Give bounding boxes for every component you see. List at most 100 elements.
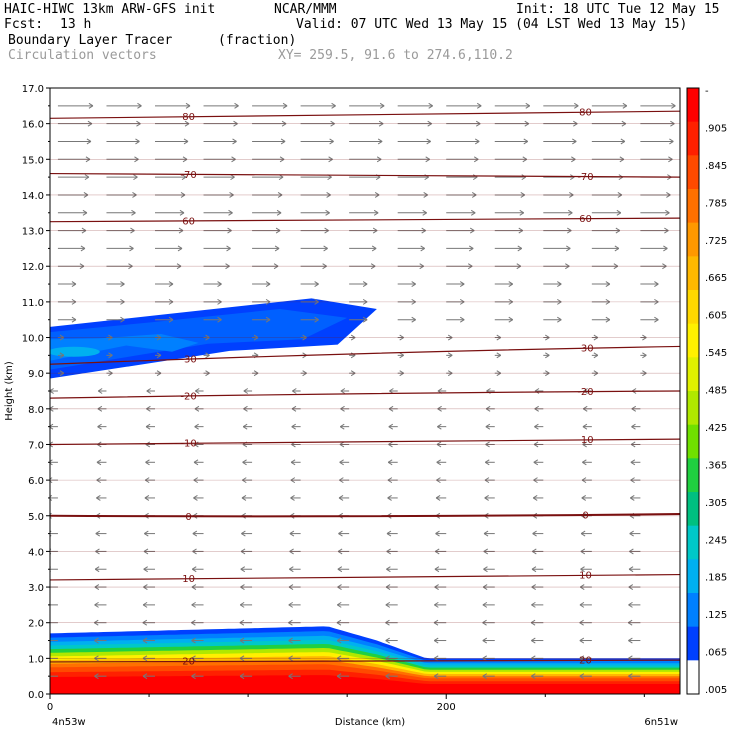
contour-label: -10	[577, 435, 593, 446]
circulation-vector	[591, 102, 628, 109]
circulation-vector	[339, 459, 350, 466]
circulation-vector	[530, 619, 544, 626]
circulation-vector	[640, 120, 675, 127]
circulation-vector	[494, 227, 524, 234]
x-start-label: 4n53w	[52, 717, 86, 728]
y-tick-label: 16.0	[22, 120, 44, 131]
circulation-vector	[446, 138, 480, 145]
circulation-vector	[543, 352, 550, 359]
circulation-vector	[144, 495, 155, 501]
circulation-vector	[591, 245, 620, 252]
circulation-vector	[57, 227, 87, 234]
circulation-vector	[57, 209, 88, 216]
circulation-vector	[289, 566, 301, 573]
colorbar-segment	[687, 155, 699, 190]
circulation-vector	[242, 477, 253, 484]
circulation-vector	[142, 673, 155, 680]
colorbar-segment	[687, 424, 699, 459]
circulation-vector	[397, 245, 425, 252]
circulation-vector	[494, 281, 514, 287]
contour-label: 20	[579, 656, 592, 667]
circulation-vector	[484, 495, 495, 501]
circulation-vector	[349, 156, 382, 163]
circulation-vector	[155, 192, 186, 198]
circulation-vector	[192, 548, 204, 555]
y-tick-label: 13.0	[22, 227, 44, 238]
circulation-vector	[531, 584, 544, 590]
circulation-vector	[580, 548, 592, 555]
circulation-vector	[627, 619, 641, 626]
circulation-vector	[300, 156, 333, 163]
colorbar-segment	[687, 660, 699, 695]
circulation-vector	[94, 673, 107, 680]
field-units: (fraction)	[218, 33, 297, 48]
circulation-vector	[203, 138, 237, 145]
circulation-vector	[385, 584, 398, 590]
circulation-vector	[155, 174, 187, 181]
circulation-vector	[240, 548, 253, 555]
circulation-vector	[494, 245, 523, 252]
circulation-vector	[57, 102, 94, 109]
circulation-vector	[155, 298, 174, 305]
circulation-vector	[531, 601, 544, 608]
contour-label: 0	[185, 512, 191, 523]
circulation-vector	[239, 601, 253, 608]
circulation-vector	[94, 584, 107, 590]
circulation-vector	[240, 566, 253, 573]
circulation-vector	[252, 138, 286, 145]
colorbar-segment	[687, 391, 699, 426]
circulation-vector	[385, 601, 398, 608]
circulation-vector	[203, 281, 222, 287]
circulation-vector	[436, 459, 447, 466]
circulation-vector	[300, 227, 329, 234]
circulation-vector	[290, 495, 301, 501]
circulation-vector	[591, 263, 619, 270]
circulation-vector	[543, 174, 575, 181]
circulation-vector	[388, 441, 398, 448]
circulation-vector	[591, 281, 611, 287]
circulation-vector	[252, 227, 281, 234]
circulation-vector	[397, 370, 404, 377]
circulation-vector	[482, 637, 495, 644]
temperature-contour	[50, 573, 680, 581]
circulation-vector	[581, 477, 592, 484]
circulation-vector	[241, 530, 253, 537]
contour-label: 80	[182, 112, 195, 123]
circulation-vector	[97, 388, 107, 394]
circulation-vector	[446, 352, 453, 359]
circulation-vector	[97, 405, 107, 412]
circulation-vector	[640, 370, 647, 377]
circulation-vector	[533, 441, 544, 448]
circulation-vector	[349, 192, 380, 198]
circulation-vector	[338, 530, 350, 537]
circulation-vector	[106, 316, 125, 323]
circulation-vector	[349, 263, 376, 270]
circulation-vector	[397, 281, 416, 287]
circulation-vector	[203, 192, 234, 198]
circulation-vector	[591, 227, 621, 234]
y-tick-label: 17.0	[22, 84, 44, 95]
colorbar-segment	[687, 492, 699, 527]
circulation-vector	[252, 334, 259, 341]
colorbar-label: .485	[705, 386, 727, 397]
circulation-vector	[50, 584, 58, 590]
colorbar-label: .185	[705, 573, 727, 584]
circulation-vector	[494, 334, 502, 341]
temperature-contour	[50, 217, 680, 223]
circulation-vector	[591, 334, 599, 341]
circulation-vector	[300, 263, 327, 270]
circulation-vector	[582, 459, 592, 466]
circulation-vector	[155, 138, 189, 145]
circulation-vector	[543, 281, 562, 287]
circulation-vector	[543, 192, 574, 198]
circulation-vector	[494, 156, 528, 163]
circulation-vector	[640, 138, 674, 145]
circulation-vector	[288, 655, 301, 662]
circulation-vector	[640, 102, 676, 109]
circulation-vector	[239, 637, 253, 644]
circulation-vector	[106, 352, 113, 359]
circulation-vector	[300, 209, 330, 216]
circulation-vector	[436, 477, 447, 484]
circulation-vector	[591, 370, 599, 377]
circulation-vector	[397, 192, 428, 198]
